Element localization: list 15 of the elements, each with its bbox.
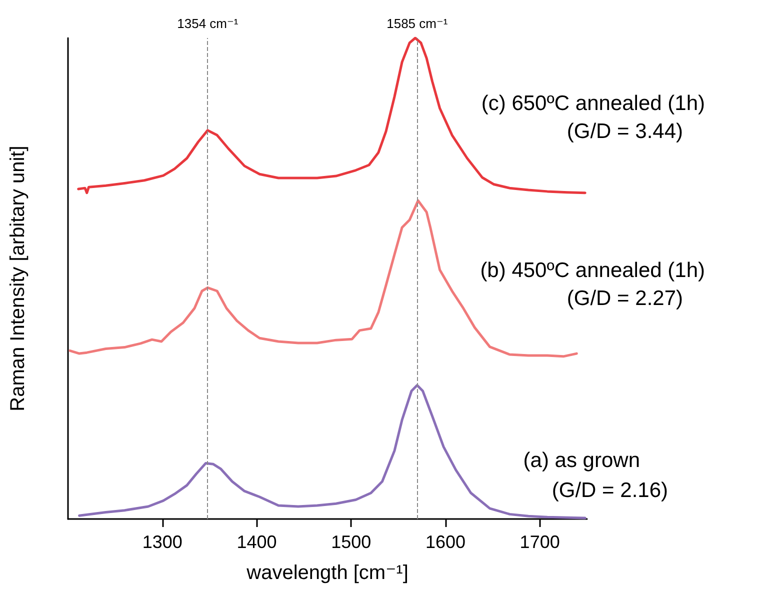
series-label: (b) 450ºC annealed (1h) bbox=[480, 259, 706, 282]
x-tick-label: 1400 bbox=[236, 532, 277, 552]
text: (a) as grown bbox=[523, 449, 640, 472]
annotation: (G/D = 2.27) bbox=[566, 287, 684, 310]
x-tick-label: 1700 bbox=[520, 532, 560, 552]
ref-line-label: 1585 cm⁻¹ bbox=[386, 16, 448, 31]
y-axis-title: Raman Intensity [arbitary unit] bbox=[7, 146, 29, 412]
x-tick-label: 1600 bbox=[425, 532, 466, 552]
annotation: (G/D = 2.16) bbox=[552, 479, 668, 502]
series-label: (c) 650ºC annealed (1h) bbox=[481, 92, 706, 115]
annotation: (G/D = 3.44) bbox=[566, 120, 684, 143]
x-tick-label: 1500 bbox=[331, 532, 372, 552]
ref-line-label: 1354 cm⁻¹ bbox=[177, 16, 239, 31]
x-axis-title: wavelength [cm⁻¹] bbox=[246, 562, 408, 584]
x-tick-label: 1300 bbox=[142, 532, 182, 552]
